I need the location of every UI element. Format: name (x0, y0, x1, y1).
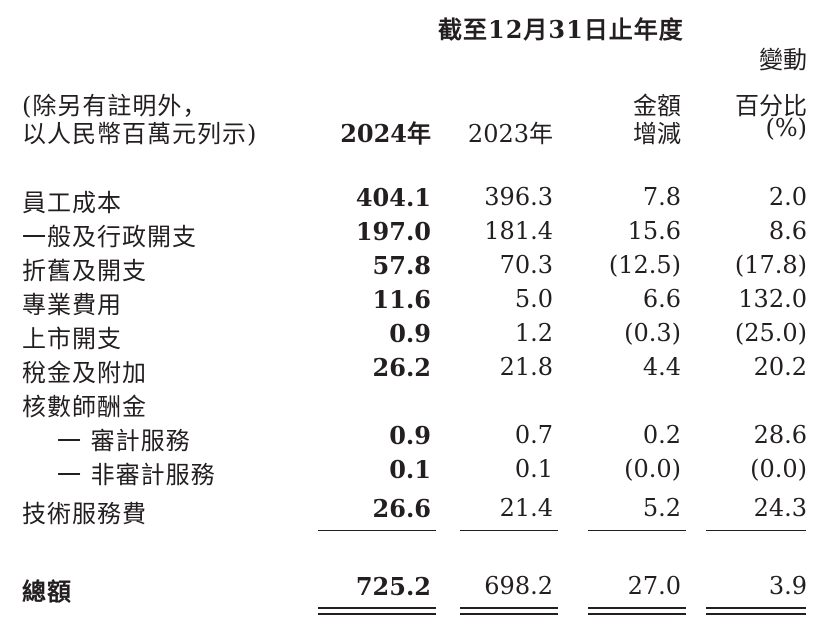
row-label: 員工成本 (22, 189, 122, 217)
value-pct: (25.0) (734, 319, 807, 347)
value-2024: 26.2 (372, 353, 431, 382)
value-2023: 21.8 (499, 353, 553, 381)
row-label: 稅金及附加 (22, 359, 147, 387)
value-2023: 5.0 (514, 285, 553, 313)
table-row: 一 審計服務 0.9 0.7 0.2 28.6 (0, 421, 831, 455)
column-header-pct-line1: 變動 (759, 46, 807, 74)
value-change: 5.2 (642, 494, 681, 522)
row-label: 一般及行政開支 (22, 223, 197, 251)
total-double-rule (588, 613, 686, 615)
value-2023: 0.1 (514, 455, 553, 483)
value-change: 4.4 (642, 353, 681, 381)
value-2024: 57.8 (372, 251, 431, 280)
total-row: 總額 725.2 698.2 27.0 3.9 (0, 572, 831, 606)
column-header-pct-line2: 百分比 (735, 92, 807, 120)
column-header-2023: 2023年 (467, 120, 553, 148)
value-pct: 28.6 (753, 421, 807, 449)
value-2024: 0.9 (389, 421, 431, 450)
total-double-rule (706, 607, 806, 609)
value-pct: 132.0 (738, 285, 807, 313)
table-row: 一般及行政開支 197.0 181.4 15.6 8.6 (0, 217, 831, 251)
value-2023: 396.3 (484, 183, 553, 211)
total-pct: 3.9 (768, 572, 807, 600)
subtotal-rule (588, 530, 686, 531)
value-2023: 181.4 (484, 217, 553, 245)
value-2024: 0.9 (389, 319, 431, 348)
table-row: 專業費用 11.6 5.0 6.6 132.0 (0, 285, 831, 319)
row-label: 核數師酬金 (22, 393, 147, 421)
value-change: 7.8 (642, 183, 681, 211)
value-2024: 197.0 (355, 217, 431, 246)
value-2024: 0.1 (389, 455, 431, 484)
value-2024: 404.1 (355, 183, 431, 212)
value-2024: 26.6 (372, 494, 431, 523)
row-label: 技術服務費 (22, 500, 147, 528)
value-change: (0.3) (624, 319, 681, 347)
value-change: 0.2 (642, 421, 681, 449)
value-2023: 21.4 (499, 494, 553, 522)
total-2024: 725.2 (355, 572, 431, 601)
value-pct: 20.2 (753, 353, 807, 381)
table-row: 上市開支 0.9 1.2 (0.3) (25.0) (0, 319, 831, 353)
unit-note-line2: 以人民幣百萬元列示) (22, 120, 258, 148)
value-2023: 70.3 (499, 251, 553, 279)
row-label: 折舊及開支 (22, 257, 147, 285)
total-double-rule (318, 607, 436, 609)
value-change: 6.6 (642, 285, 681, 313)
value-pct: 2.0 (768, 183, 807, 211)
table-row: 稅金及附加 26.2 21.8 4.4 20.2 (0, 353, 831, 387)
row-label: 一 審計服務 (57, 427, 191, 455)
total-double-rule (460, 613, 558, 615)
table-row: 折舊及開支 57.8 70.3 (12.5) (17.8) (0, 251, 831, 285)
row-label: 一 非審計服務 (57, 461, 216, 489)
table-row: 員工成本 404.1 396.3 7.8 2.0 (0, 183, 831, 217)
column-header-2024: 2024年 (340, 119, 431, 148)
table-row: 一 非審計服務 0.1 0.1 (0.0) (0.0) (0, 455, 831, 489)
value-pct: (0.0) (750, 455, 807, 483)
period-heading: 截至12月31日止年度 (438, 15, 684, 44)
unit-note-line1: (除另有註明外， (22, 92, 208, 120)
value-pct: 24.3 (753, 494, 807, 522)
value-pct: (17.8) (734, 251, 807, 279)
total-double-rule (588, 607, 686, 609)
total-double-rule (460, 607, 558, 609)
subtotal-rule (318, 530, 436, 531)
column-header-pct-line3: (%) (765, 114, 807, 142)
value-change: (12.5) (608, 251, 681, 279)
row-label: 上市開支 (22, 325, 122, 353)
subtotal-rule (706, 530, 806, 531)
column-header-change-line2: 增減 (633, 120, 681, 148)
value-change: (0.0) (624, 455, 681, 483)
total-label: 總額 (22, 577, 72, 606)
value-2023: 0.7 (514, 421, 553, 449)
total-2023: 698.2 (484, 572, 553, 600)
value-change: 15.6 (627, 217, 681, 245)
value-2023: 1.2 (514, 319, 553, 347)
value-pct: 8.6 (768, 217, 807, 245)
table-row: 技術服務費 26.6 21.4 5.2 24.3 (0, 494, 831, 528)
row-label: 專業費用 (22, 291, 122, 319)
table-row: 核數師酬金 (0, 387, 831, 421)
subtotal-rule (460, 530, 558, 531)
value-2024: 11.6 (372, 285, 431, 314)
column-header-change-line1: 金額 (633, 92, 681, 120)
total-change: 27.0 (627, 572, 681, 600)
total-double-rule (318, 613, 436, 615)
total-double-rule (706, 613, 806, 615)
